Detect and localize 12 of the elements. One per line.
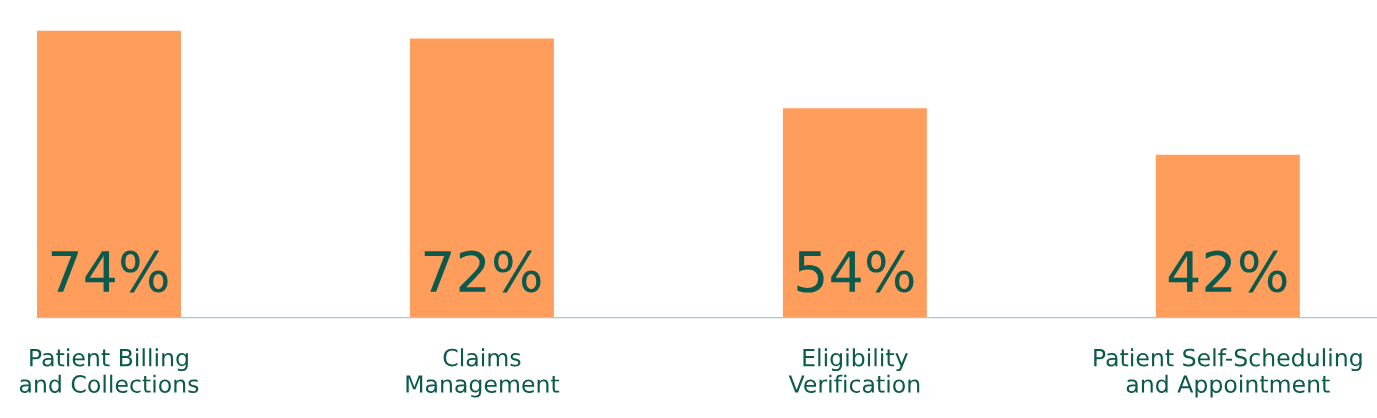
data-label: 54%	[797, 250, 914, 293]
x-tick-label: Patient Self-Scheduling and Appointment	[1094, 348, 1362, 398]
bar	[37, 30, 181, 318]
x-tick-label: Eligibility Verification	[788, 348, 920, 393]
data-label: 74%	[51, 250, 168, 293]
x-tick-label: Claims Management	[406, 348, 560, 398]
bar	[409, 38, 554, 318]
bar	[782, 108, 927, 318]
bar	[1155, 154, 1300, 318]
data-label: 72%	[424, 250, 541, 293]
data-label: 42%	[1168, 250, 1287, 293]
x-tick-label: Patient Billing and Collections	[19, 348, 199, 393]
